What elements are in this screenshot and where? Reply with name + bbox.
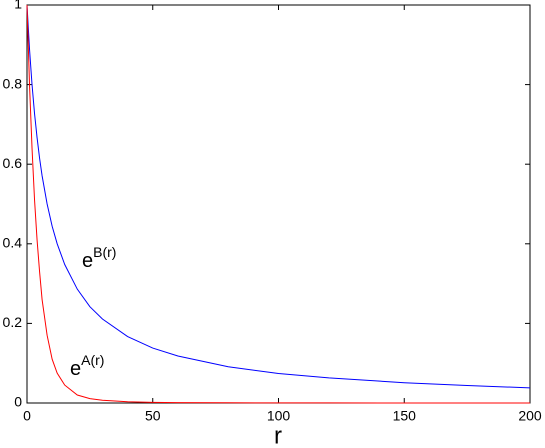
- series-line: [26, 4, 530, 404]
- annotation-sup: B(r): [93, 244, 116, 260]
- annotation-sup: A(r): [81, 352, 104, 368]
- x-axis-label: r: [274, 422, 282, 448]
- plot-frame: [26, 4, 531, 404]
- x-tick-label: 0: [23, 408, 31, 424]
- x-tick-label: 150: [393, 408, 417, 424]
- y-tick-label: 0.8: [3, 75, 23, 91]
- x-tick-label: 200: [518, 408, 542, 424]
- annotation-base: e: [82, 250, 93, 272]
- annotation: eB(r): [82, 244, 116, 273]
- y-tick-label: 0: [14, 394, 22, 410]
- annotation-base: e: [70, 358, 81, 380]
- x-tick-label: 100: [267, 408, 291, 424]
- y-tick-label: 0.2: [3, 314, 23, 330]
- x-tick-label: 50: [145, 408, 161, 424]
- annotation: eA(r): [70, 352, 104, 381]
- y-tick-label: 0.4: [3, 235, 23, 251]
- series-line: [26, 4, 531, 389]
- y-tick-label: 1: [14, 0, 22, 12]
- y-tick-label: 0.6: [3, 155, 23, 171]
